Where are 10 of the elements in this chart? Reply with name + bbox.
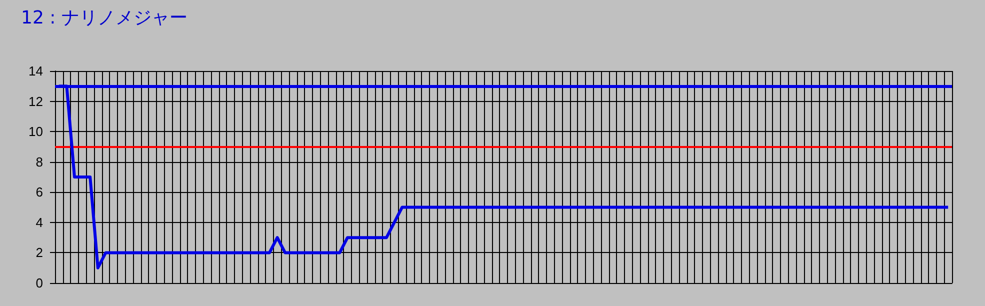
y-tick-label: 6 <box>36 184 43 200</box>
chart-title: 12 : ナリノメジャー <box>21 8 188 28</box>
y-tick-label: 14 <box>28 64 43 78</box>
y-tick-label: 12 <box>28 94 43 109</box>
line-series <box>57 84 950 270</box>
y-tick-label: 2 <box>36 245 43 260</box>
y-tick-label: 4 <box>36 214 43 230</box>
y-tick-label: 0 <box>36 276 43 290</box>
y-tick-label: 8 <box>36 154 43 170</box>
y-tick-label: 10 <box>28 124 43 140</box>
